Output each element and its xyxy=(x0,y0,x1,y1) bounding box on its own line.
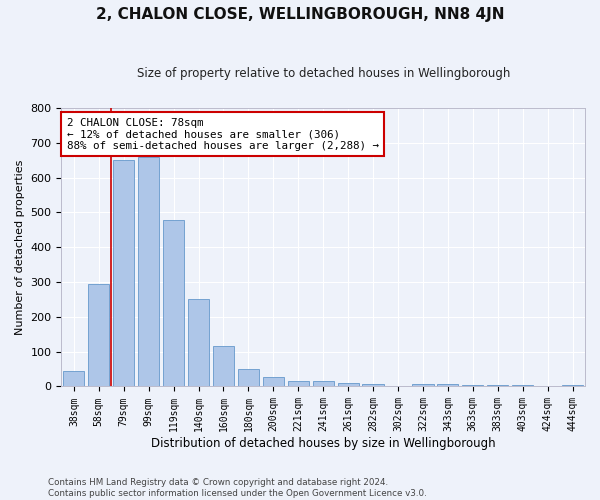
Bar xyxy=(362,384,383,386)
Bar xyxy=(113,160,134,386)
Y-axis label: Number of detached properties: Number of detached properties xyxy=(15,160,25,335)
Text: 2, CHALON CLOSE, WELLINGBOROUGH, NN8 4JN: 2, CHALON CLOSE, WELLINGBOROUGH, NN8 4JN xyxy=(96,8,504,22)
Bar xyxy=(313,382,334,386)
Bar xyxy=(163,220,184,386)
Text: Contains HM Land Registry data © Crown copyright and database right 2024.
Contai: Contains HM Land Registry data © Crown c… xyxy=(48,478,427,498)
Bar xyxy=(63,371,85,386)
Bar xyxy=(238,369,259,386)
Bar xyxy=(562,384,583,386)
Bar xyxy=(138,157,159,386)
Bar xyxy=(287,382,309,386)
Bar xyxy=(487,384,508,386)
Bar xyxy=(412,384,434,386)
Bar xyxy=(213,346,234,387)
Bar xyxy=(188,299,209,386)
Bar xyxy=(338,383,359,386)
Bar xyxy=(462,384,484,386)
Bar xyxy=(437,384,458,386)
Bar xyxy=(512,384,533,386)
Bar xyxy=(263,377,284,386)
Text: 2 CHALON CLOSE: 78sqm
← 12% of detached houses are smaller (306)
88% of semi-det: 2 CHALON CLOSE: 78sqm ← 12% of detached … xyxy=(67,118,379,151)
Title: Size of property relative to detached houses in Wellingborough: Size of property relative to detached ho… xyxy=(137,68,510,80)
X-axis label: Distribution of detached houses by size in Wellingborough: Distribution of detached houses by size … xyxy=(151,437,496,450)
Bar xyxy=(88,284,109,386)
